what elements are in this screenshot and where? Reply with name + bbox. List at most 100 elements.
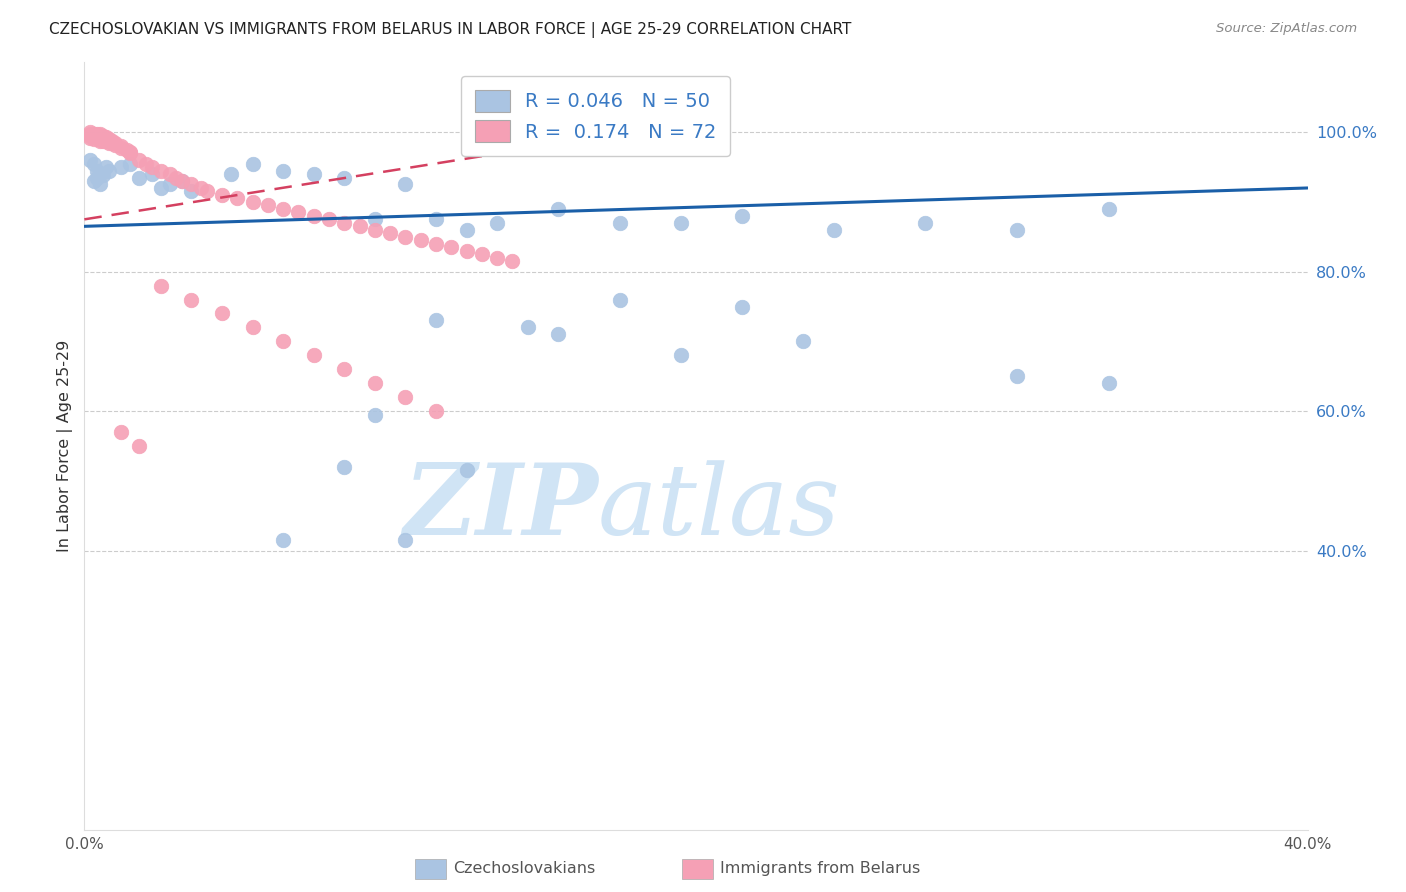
Point (79, 125, 101, 139)
Point (149, 163, 172, 178)
Point (128, 439, 150, 453)
Point (242, 320, 264, 334)
Point (86, 163, 108, 178)
Point (91, 134, 114, 148)
Point (302, 167, 325, 181)
Point (333, 362, 356, 376)
Point (456, 223, 478, 237)
Point (79, 127, 101, 141)
Point (190, 181, 212, 195)
Point (333, 170, 356, 185)
Point (669, 348, 692, 362)
Point (89, 130, 111, 145)
Point (86, 130, 108, 145)
Point (120, 146, 142, 161)
Point (120, 145, 142, 159)
Point (89, 127, 111, 141)
Point (333, 216, 356, 230)
Point (94, 134, 117, 148)
Text: Source: ZipAtlas.com: Source: ZipAtlas.com (1216, 22, 1357, 36)
Point (110, 140, 132, 154)
Point (94, 130, 117, 145)
Point (97, 136, 120, 150)
Point (364, 223, 387, 237)
Point (271, 202, 294, 216)
Point (83, 174, 105, 188)
Point (86, 170, 108, 185)
Point (141, 167, 163, 181)
Legend: R = 0.046   N = 50, R =  0.174   N = 72: R = 0.046 N = 50, R = 0.174 N = 72 (461, 76, 730, 156)
Point (172, 174, 194, 188)
Point (425, 236, 447, 251)
Text: Immigrants from Belarus: Immigrants from Belarus (720, 862, 920, 876)
Point (364, 376, 387, 391)
Text: CZECHOSLOVAKIAN VS IMMIGRANTS FROM BELARUS IN LABOR FORCE | AGE 25-29 CORRELATIO: CZECHOSLOVAKIAN VS IMMIGRANTS FROM BELAR… (49, 22, 852, 38)
Point (128, 153, 150, 167)
Point (180, 185, 202, 199)
Point (149, 278, 172, 293)
Point (456, 463, 478, 477)
Point (486, 216, 509, 230)
Point (486, 251, 509, 265)
Point (180, 293, 202, 307)
Point (219, 167, 242, 181)
Point (79, 153, 101, 167)
Point (172, 174, 194, 188)
Point (471, 247, 494, 261)
Point (394, 229, 416, 244)
Point (120, 156, 142, 170)
Point (115, 143, 138, 157)
Point (502, 254, 524, 268)
Point (364, 212, 387, 227)
Point (86, 128, 108, 142)
Point (1098, 376, 1121, 391)
Point (159, 178, 181, 192)
Point (425, 212, 447, 227)
Point (94, 160, 117, 174)
Point (609, 293, 631, 307)
Point (302, 209, 325, 223)
Point (101, 136, 124, 150)
Point (242, 156, 264, 170)
Point (110, 139, 132, 153)
Point (195, 185, 218, 199)
Point (165, 170, 187, 185)
Point (271, 334, 294, 349)
Point (394, 533, 416, 548)
Point (83, 132, 105, 146)
Y-axis label: In Labor Force | Age 25-29: In Labor Force | Age 25-29 (58, 340, 73, 552)
Text: Czechoslovakians: Czechoslovakians (453, 862, 595, 876)
Point (516, 320, 538, 334)
Point (89, 134, 111, 148)
Point (609, 216, 631, 230)
Text: ZIP: ZIP (404, 459, 598, 556)
Point (104, 137, 127, 152)
Point (547, 327, 569, 342)
Point (226, 191, 249, 205)
Point (104, 136, 127, 150)
Point (271, 163, 294, 178)
Point (731, 300, 754, 314)
Text: atlas: atlas (598, 459, 841, 555)
Point (731, 209, 754, 223)
Point (211, 306, 233, 320)
Point (89, 167, 111, 181)
Point (135, 156, 157, 170)
Point (318, 212, 340, 227)
Point (83, 156, 105, 170)
Point (128, 170, 150, 185)
Point (792, 334, 814, 349)
Point (97, 163, 120, 178)
Point (349, 219, 371, 234)
Point (110, 425, 132, 439)
Point (302, 348, 325, 362)
Point (110, 160, 132, 174)
Point (257, 198, 280, 212)
Point (149, 181, 172, 195)
Point (83, 128, 105, 143)
Point (89, 178, 111, 192)
Point (211, 188, 233, 202)
Point (91, 132, 114, 146)
Point (159, 167, 181, 181)
Point (287, 205, 309, 219)
